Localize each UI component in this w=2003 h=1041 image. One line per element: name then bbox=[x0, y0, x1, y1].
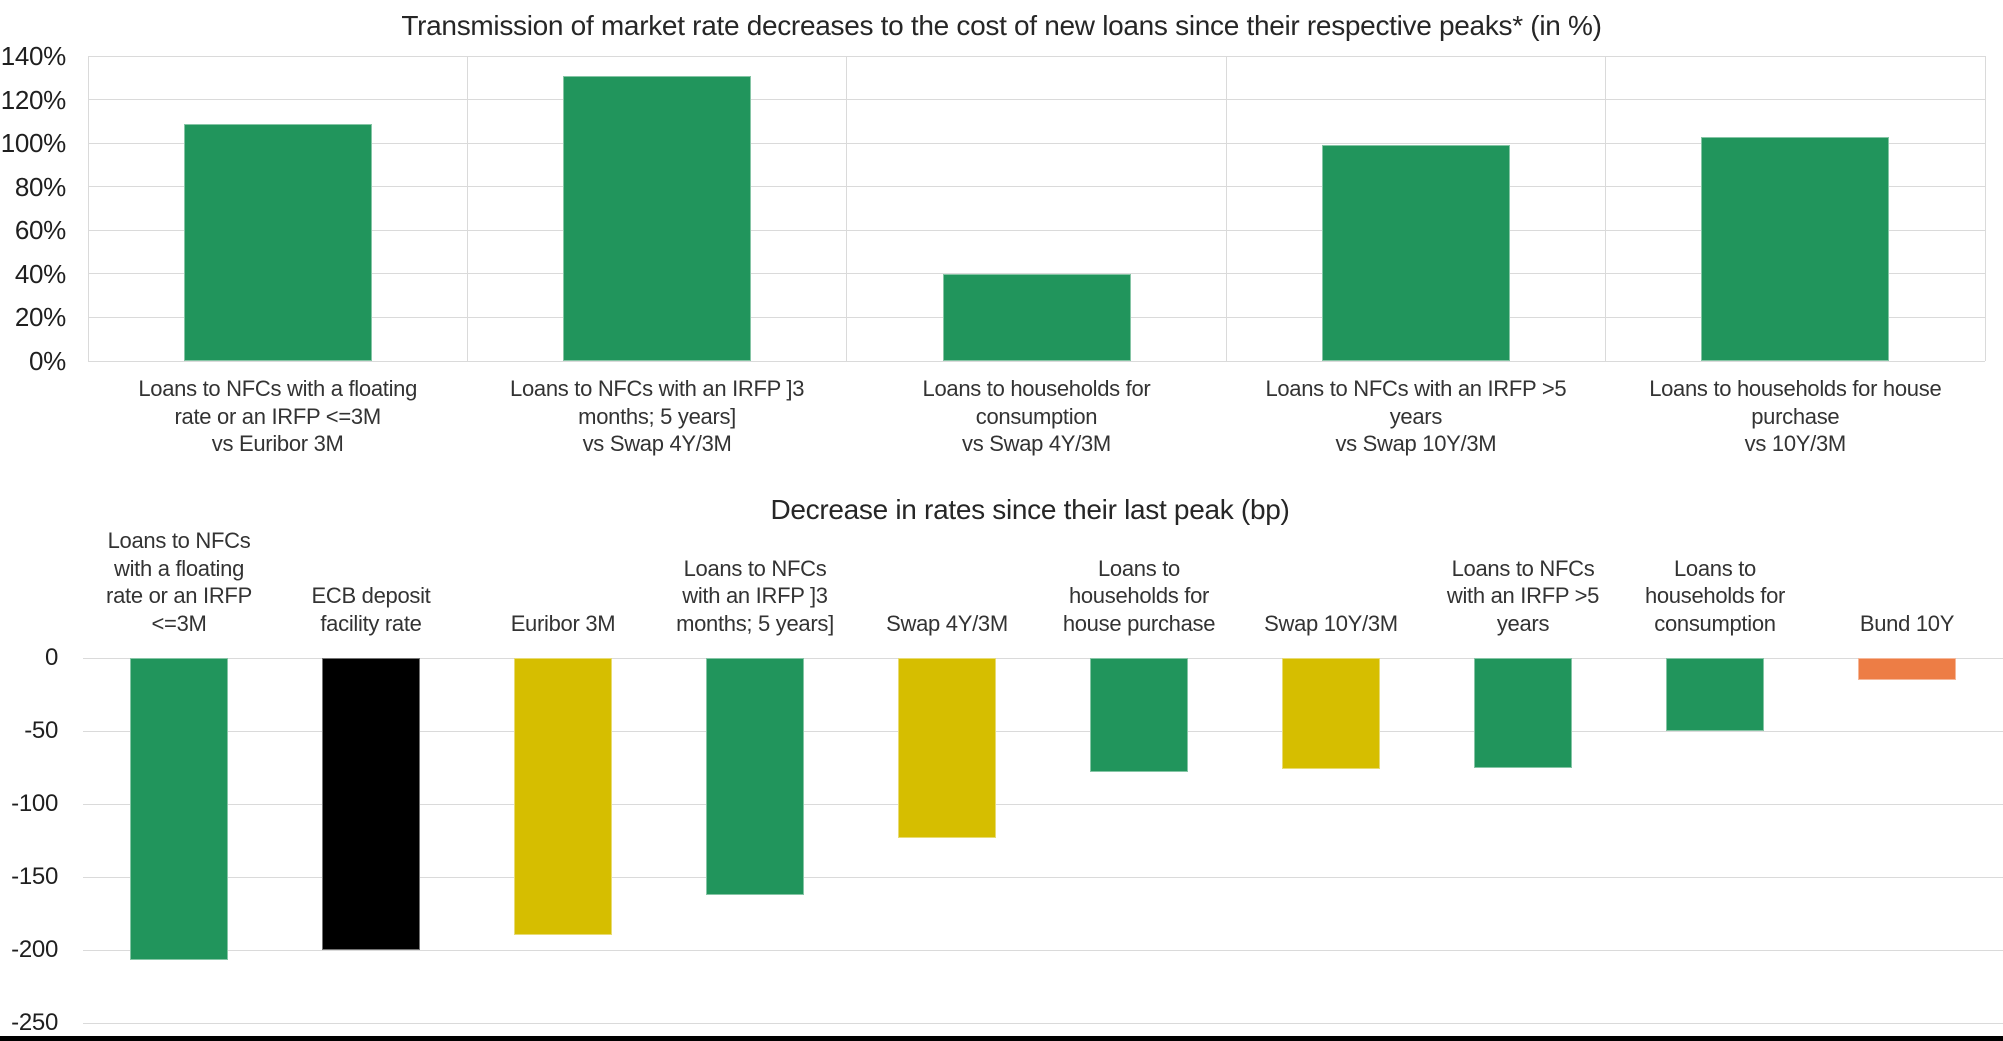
bar bbox=[130, 658, 228, 961]
y-tick-label: 140% bbox=[0, 41, 67, 71]
bottom-category-label: Euribor 3M bbox=[510, 610, 616, 636]
bar bbox=[322, 658, 420, 950]
y-tick-label: -150 bbox=[11, 863, 58, 890]
x-category-label: Loans to households for consumption vs S… bbox=[922, 376, 1151, 456]
bar bbox=[706, 658, 804, 895]
y-tick-label: 100% bbox=[0, 128, 67, 159]
bottom-category-label: Loans to households for house purchase bbox=[1062, 555, 1216, 636]
bottom-chart-plot-area bbox=[83, 657, 2003, 1024]
y-tick-label: -250 bbox=[11, 1009, 58, 1036]
y-tick-label: -200 bbox=[11, 936, 58, 963]
gridline-vertical bbox=[1225, 56, 1227, 361]
gridline-vertical bbox=[846, 56, 848, 361]
gridline-horizontal bbox=[88, 99, 1985, 101]
y-tick-label: 120% bbox=[0, 84, 67, 115]
gridline-vertical bbox=[1605, 56, 1607, 361]
x-category-label: Loans to NFCs with a floating rate or an… bbox=[138, 376, 418, 456]
bar bbox=[1321, 145, 1510, 361]
bottom-chart-title: Decrease in rates since their last peak … bbox=[770, 494, 1290, 525]
y-tick-label: -100 bbox=[11, 790, 58, 817]
bottom-category-label: Swap 10Y/3M bbox=[1264, 610, 1398, 636]
y-tick-label: 0% bbox=[29, 346, 66, 376]
gridline-horizontal bbox=[83, 949, 2003, 951]
bottom-category-label: Bund 10Y bbox=[1859, 610, 1955, 636]
bar bbox=[563, 75, 752, 361]
gridline-horizontal bbox=[88, 229, 1985, 231]
gridline-vertical bbox=[466, 56, 468, 361]
y-tick-label: 40% bbox=[14, 258, 66, 289]
gridline-horizontal bbox=[88, 186, 1985, 188]
gridline-horizontal bbox=[88, 273, 1985, 275]
gridline-vertical bbox=[1984, 56, 1986, 361]
gridline-horizontal bbox=[83, 803, 2003, 805]
bottom-category-label: Loans to NFCs with an IRFP >5 years bbox=[1446, 555, 1600, 636]
x-category-label: Loans to NFCs with an IRFP >5 years vs S… bbox=[1265, 376, 1567, 456]
gridline-horizontal bbox=[88, 55, 1985, 57]
gridline-horizontal bbox=[83, 657, 2003, 659]
y-tick-label: 60% bbox=[14, 215, 66, 246]
figure-bottom-border bbox=[0, 1036, 2003, 1041]
bar bbox=[1858, 658, 1956, 680]
bottom-category-label: Loans to NFCs with a floating rate or an… bbox=[106, 528, 252, 636]
bottom-category-label: Loans to households for consumption bbox=[1644, 555, 1786, 636]
gridline-horizontal bbox=[83, 1022, 2003, 1024]
bar bbox=[898, 658, 996, 838]
y-tick-label: 20% bbox=[14, 302, 66, 333]
top-chart-plot-area bbox=[87, 55, 1986, 362]
gridline-horizontal bbox=[88, 142, 1985, 144]
y-tick-label: 0 bbox=[44, 644, 58, 671]
y-tick-label: 80% bbox=[14, 171, 66, 202]
bar bbox=[514, 658, 612, 936]
bar bbox=[183, 123, 372, 361]
x-category-label: Loans to households for house purchase v… bbox=[1649, 376, 1942, 456]
top-chart-title: Transmission of market rate decreases to… bbox=[401, 10, 1602, 41]
gridline-horizontal bbox=[83, 730, 2003, 732]
bar bbox=[1701, 136, 1890, 361]
x-category-label: Loans to NFCs with an IRFP ]3 months; 5 … bbox=[510, 376, 805, 456]
gridline-vertical bbox=[87, 56, 89, 361]
bar bbox=[1090, 658, 1188, 772]
gridline-horizontal bbox=[88, 360, 1985, 362]
bar bbox=[1474, 658, 1572, 768]
y-tick-label: -50 bbox=[24, 717, 58, 744]
bar bbox=[1666, 658, 1764, 731]
gridline-horizontal bbox=[83, 876, 2003, 878]
bottom-category-label: Loans to NFCs with an IRFP ]3 months; 5 … bbox=[676, 555, 834, 636]
bar bbox=[1282, 658, 1380, 769]
bar bbox=[942, 273, 1131, 361]
bottom-category-label: ECB deposit facility rate bbox=[311, 583, 431, 636]
bottom-category-label: Swap 4Y/3M bbox=[886, 610, 1008, 636]
